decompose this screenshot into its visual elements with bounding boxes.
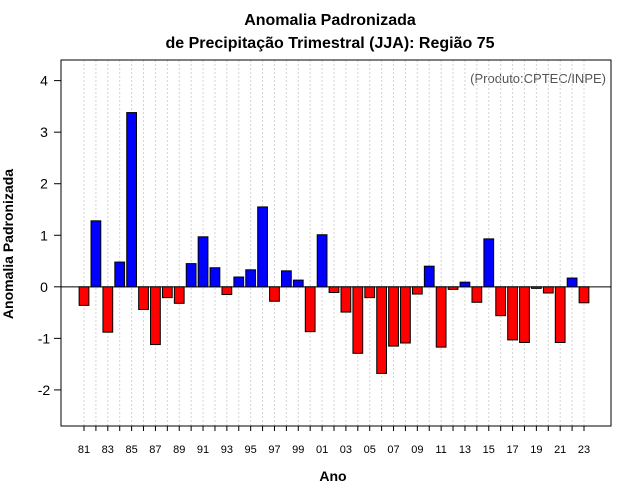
bar-1981 bbox=[78, 286, 90, 306]
x-tick-label: 83 bbox=[102, 444, 114, 456]
x-tick-label: 23 bbox=[578, 444, 590, 456]
bar-2008 bbox=[400, 286, 411, 344]
bar-1999 bbox=[292, 279, 304, 288]
y-tick-label: 4 bbox=[40, 73, 48, 89]
bar-2016 bbox=[495, 286, 507, 317]
x-tick-label: 01 bbox=[316, 444, 328, 456]
x-tick-label: 85 bbox=[125, 444, 137, 456]
y-tick-label: -2 bbox=[38, 382, 51, 398]
bar-2023 bbox=[578, 286, 590, 304]
bar-1991 bbox=[197, 236, 209, 288]
bar-1986 bbox=[138, 286, 149, 310]
bar-2014 bbox=[471, 286, 483, 303]
bar-2010 bbox=[423, 265, 435, 288]
bar-1994 bbox=[233, 276, 245, 288]
y-tick-label: -1 bbox=[38, 330, 51, 346]
bar-1985 bbox=[126, 112, 138, 288]
bar-1987 bbox=[150, 286, 161, 346]
x-tick-label: 09 bbox=[411, 444, 423, 456]
bar-2002 bbox=[328, 286, 340, 293]
bar-2007 bbox=[388, 286, 399, 347]
x-tick-label: 07 bbox=[387, 444, 399, 456]
y-tick-label: 0 bbox=[40, 279, 48, 295]
x-tick-label: 97 bbox=[268, 444, 280, 456]
bars bbox=[78, 112, 590, 374]
bar-2021 bbox=[554, 286, 566, 343]
bar-2011 bbox=[435, 286, 447, 348]
bar-2020 bbox=[542, 286, 554, 294]
bar-1989 bbox=[173, 286, 185, 304]
bar-2015 bbox=[483, 238, 495, 288]
bar-2009 bbox=[411, 286, 423, 295]
bar-2003 bbox=[340, 286, 352, 313]
grid-lines bbox=[83, 60, 585, 426]
bar-2017 bbox=[507, 286, 518, 341]
bar-1988 bbox=[161, 286, 173, 299]
y-tick-label: 2 bbox=[40, 176, 48, 192]
x-tick-label: 13 bbox=[459, 444, 471, 456]
bar-2018 bbox=[519, 286, 530, 343]
bar-1982 bbox=[90, 220, 102, 288]
bar-2006 bbox=[376, 286, 388, 374]
bar-1983 bbox=[102, 286, 114, 333]
chart-title-line1: Anomalia Padronizada bbox=[244, 12, 416, 29]
x-tick-label: 95 bbox=[245, 444, 257, 456]
x-axis: 81 83 85 87 89 91 93 95 97 99 01 03 05 07 09 11 13 15 17 19… bbox=[78, 426, 590, 456]
plot-frame bbox=[60, 59, 612, 427]
y-axis-label: Anomalia Padronizada bbox=[0, 169, 16, 319]
bar-1996 bbox=[257, 206, 268, 288]
x-tick-label: 89 bbox=[173, 444, 185, 456]
y-axis: -2 -1 0 1 2 3 4 bbox=[38, 73, 61, 398]
x-axis-label: Ano bbox=[319, 468, 346, 484]
bar-2019 bbox=[531, 286, 542, 289]
y-tick-label: 3 bbox=[40, 124, 48, 140]
bar-1995 bbox=[245, 269, 257, 288]
bar-1984 bbox=[114, 261, 126, 288]
source-annotation: (Produto:CPTEC/INPE) bbox=[470, 71, 606, 86]
bar-1997 bbox=[269, 286, 280, 302]
x-tick-label: 93 bbox=[221, 444, 233, 456]
x-tick-label: 91 bbox=[197, 444, 209, 456]
bar-2001 bbox=[316, 234, 328, 288]
bar-2022 bbox=[566, 277, 578, 288]
bar-2012 bbox=[447, 286, 459, 290]
x-tick-label: 87 bbox=[149, 444, 161, 456]
x-tick-label: 19 bbox=[530, 444, 542, 456]
bar-2005 bbox=[364, 286, 376, 299]
x-tick-label: 21 bbox=[554, 444, 566, 456]
x-tick-label: 05 bbox=[364, 444, 376, 456]
x-tick-label: 81 bbox=[78, 444, 90, 456]
bar-2004 bbox=[352, 286, 364, 354]
x-tick-label: 17 bbox=[506, 444, 518, 456]
x-tick-label: 15 bbox=[483, 444, 495, 456]
bar-1998 bbox=[281, 270, 292, 288]
x-tick-label: 99 bbox=[292, 444, 304, 456]
bar-2013 bbox=[459, 281, 471, 288]
bar-1990 bbox=[185, 263, 197, 288]
bar-1992 bbox=[209, 267, 221, 288]
chart-title-line2: de Precipitação Trimestral (JJA): Região… bbox=[165, 35, 494, 52]
x-tick-label: 03 bbox=[340, 444, 352, 456]
y-tick-label: 1 bbox=[40, 227, 48, 243]
x-tick-label: 11 bbox=[435, 444, 446, 456]
bar-1993 bbox=[221, 286, 233, 296]
bar-2000 bbox=[304, 286, 316, 333]
